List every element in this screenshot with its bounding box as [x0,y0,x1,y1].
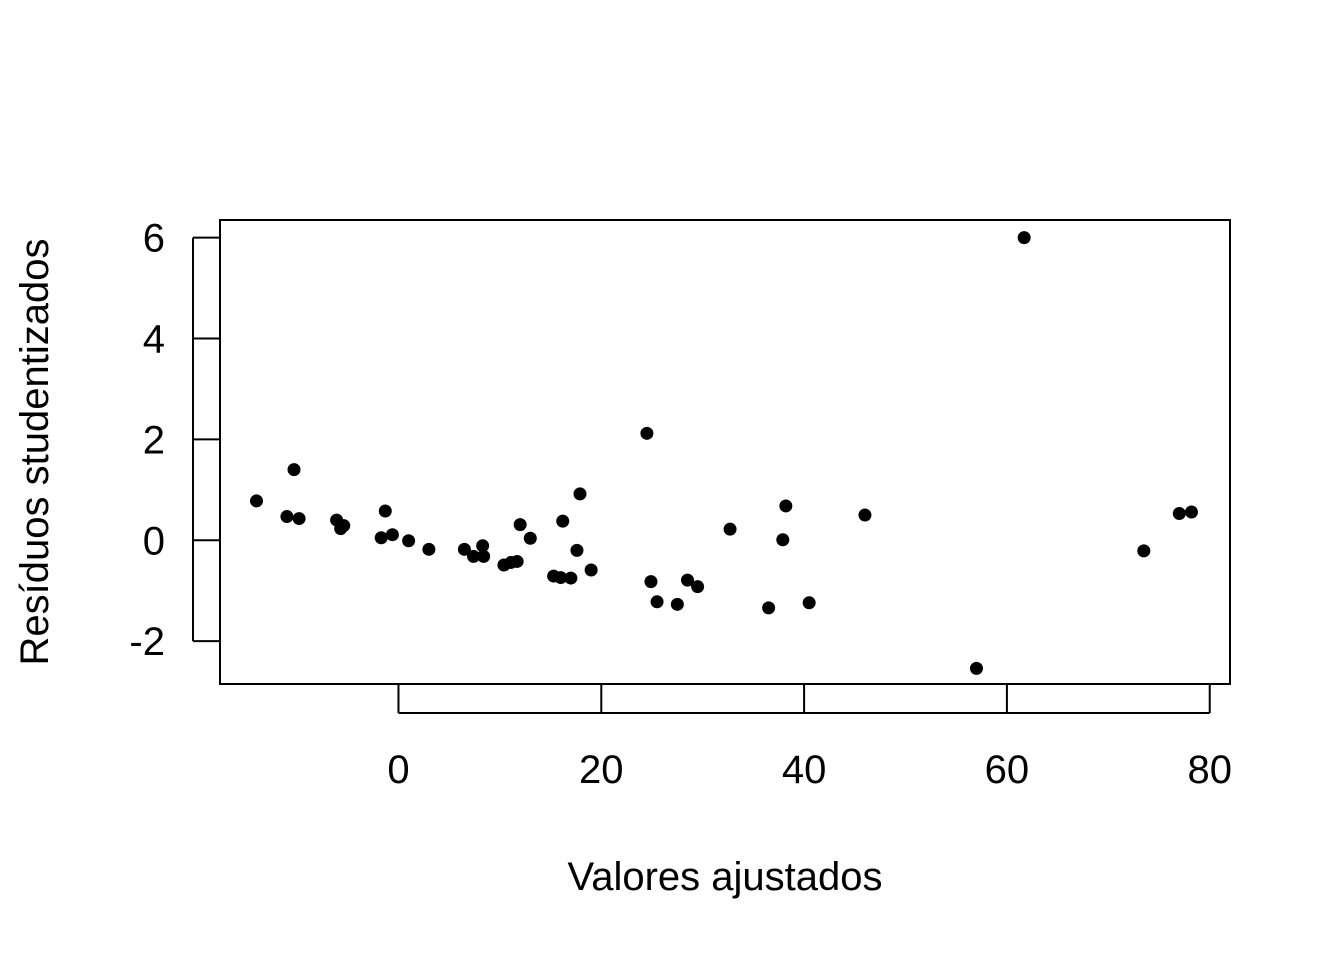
data-point [523,531,537,545]
data-point [762,601,776,615]
plot-frame [219,219,1231,685]
data-point [691,580,705,594]
x-tick-label: 0 [387,748,409,792]
data-point [802,596,816,610]
y-tick-label: 2 [143,418,165,462]
data-point [513,518,527,532]
data-point [670,597,684,611]
data-point [584,563,598,577]
data-point [650,595,664,609]
x-tick-label: 80 [1187,748,1232,792]
y-tick-label: 0 [143,519,165,563]
data-point [680,573,694,587]
data-point [858,508,872,522]
y-axis: -2 0 2 4 6 [129,217,220,664]
y-tick-label: 4 [143,318,165,362]
y-tick-label: 6 [143,217,165,261]
data-point [378,504,392,518]
data-point [969,661,983,675]
data-point [776,533,790,547]
data-point [457,542,471,556]
x-tick-label: 20 [579,748,624,792]
data-point [280,510,294,524]
data-point [510,554,524,568]
data-point [779,499,793,513]
data-point [1184,505,1198,519]
data-point [467,549,481,563]
data-point [564,571,578,585]
data-point [573,487,587,501]
data-point [1017,231,1031,245]
data-point [337,519,351,533]
x-axis: 0 20 40 60 80 [387,685,1232,792]
data-point [422,542,436,556]
data-point [250,494,264,508]
data-point [385,528,399,542]
data-point [644,575,658,589]
data-point [556,514,570,528]
data-point [476,539,490,553]
data-point [1137,544,1151,558]
data-point [1172,507,1186,521]
data-point [570,543,584,557]
data-point [477,549,491,563]
y-axis-title: Resíduos studentizados [13,239,57,666]
data-point [723,522,737,536]
data-point [640,426,654,440]
y-tick-label: -2 [129,620,165,664]
x-tick-label: 60 [985,748,1030,792]
x-axis-title: Valores ajustados [568,855,883,899]
x-tick-label: 40 [782,748,827,792]
data-point [287,463,301,477]
data-point [292,512,306,526]
data-point [402,534,416,548]
data-points [250,231,1198,675]
data-point [374,531,388,545]
data-point [554,571,568,585]
